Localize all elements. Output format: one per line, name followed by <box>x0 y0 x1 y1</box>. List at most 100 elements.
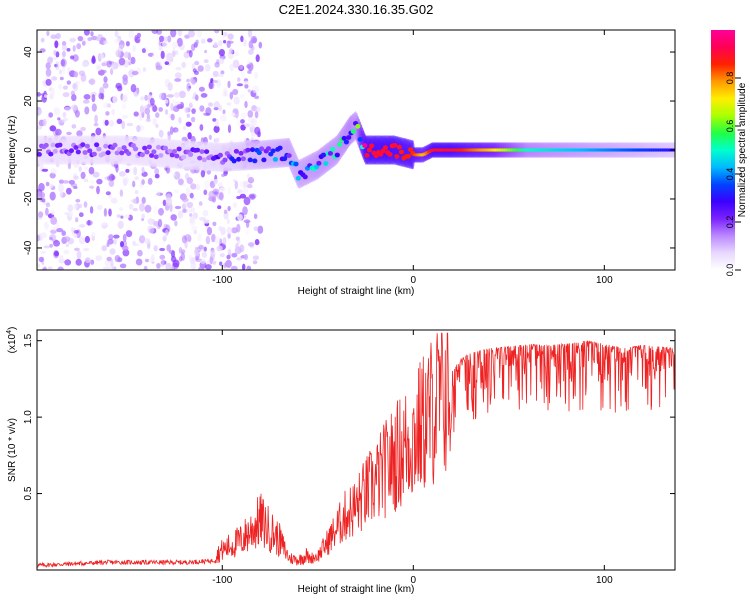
snr-y-multiplier-close: ) <box>7 327 18 330</box>
noise-blob <box>49 236 53 241</box>
noise-blob <box>144 94 148 101</box>
spectral-peak <box>320 152 327 158</box>
noise-blob <box>147 177 153 185</box>
noise-blob <box>69 55 75 60</box>
noise-blob <box>98 92 104 100</box>
spectral-peak <box>396 144 402 150</box>
spectrogram-y-tick-label: -20 <box>23 191 34 206</box>
noise-blob <box>157 219 163 228</box>
noise-blob <box>49 172 56 179</box>
spectrogram-y-tick-label: 40 <box>23 46 34 58</box>
noise-blob <box>159 254 166 260</box>
noise-blob <box>47 56 53 64</box>
noise-blob <box>247 176 255 184</box>
noise-blob <box>133 111 139 117</box>
noise-blob <box>197 233 202 242</box>
spectral-peak <box>52 148 58 154</box>
noise-blob <box>124 51 130 59</box>
noise-blob <box>95 255 103 261</box>
noise-blob <box>253 213 258 220</box>
noise-blob <box>96 185 100 195</box>
spectrogram-x-tick-label: 100 <box>596 275 613 286</box>
noise-blob <box>61 65 66 74</box>
noise-blob <box>122 74 128 81</box>
spectral-peak <box>188 152 194 157</box>
noise-blob <box>128 203 134 210</box>
noise-blob <box>50 216 58 225</box>
noise-blob <box>170 266 175 270</box>
noise-blob <box>89 180 95 184</box>
spectral-peak <box>174 153 180 159</box>
noise-blob <box>141 179 145 185</box>
noise-blob <box>221 32 228 37</box>
spectral-peak <box>139 152 145 158</box>
noise-blob <box>208 81 215 90</box>
noise-blob <box>51 210 55 216</box>
noise-blob <box>186 201 193 209</box>
noise-blob <box>242 39 248 47</box>
noise-blob <box>195 39 199 45</box>
noise-blob <box>204 64 211 72</box>
noise-blob <box>130 84 137 93</box>
noise-blob <box>78 203 83 209</box>
noise-blob <box>87 37 92 41</box>
noise-blob <box>45 181 50 187</box>
noise-blob <box>194 60 200 66</box>
spectrogram-ticks: -100 0 100 -40 -20 0 20 40 <box>23 30 675 286</box>
noise-blob <box>239 93 246 99</box>
noise-blob <box>141 213 146 219</box>
noise-blob <box>165 262 172 270</box>
noise-blob <box>200 93 208 98</box>
noise-blob <box>101 62 107 67</box>
spectrogram-y-tick-label: 0 <box>23 147 34 153</box>
noise-blob <box>45 207 49 216</box>
noise-blob <box>158 207 164 216</box>
spectral-peak <box>293 161 299 167</box>
spectral-peak <box>302 174 308 180</box>
noise-blob <box>41 198 46 203</box>
noise-blob <box>167 82 173 91</box>
noise-blob <box>254 95 260 100</box>
noise-blob <box>91 103 97 112</box>
noise-blob <box>69 37 76 43</box>
noise-blob <box>147 52 154 57</box>
spectral-peak <box>181 154 187 160</box>
noise-blob <box>116 214 121 218</box>
noise-blob <box>249 194 256 200</box>
noise-blob <box>191 108 196 114</box>
noise-blob <box>70 183 78 188</box>
noise-blob <box>122 233 127 243</box>
noise-blob <box>109 248 116 255</box>
noise-blob <box>243 196 251 206</box>
noise-blob <box>186 82 191 92</box>
noise-blob <box>194 70 199 76</box>
noise-blob <box>228 48 234 55</box>
noise-blob <box>171 50 176 58</box>
spectral-peak <box>105 150 111 156</box>
noise-blob <box>37 125 43 130</box>
spectral-peak <box>80 142 86 148</box>
noise-blob <box>254 71 259 80</box>
noise-blob <box>62 111 67 118</box>
noise-blob <box>117 220 124 229</box>
noise-blob <box>90 231 96 241</box>
spectral-peak <box>149 153 155 158</box>
noise-blob <box>58 83 63 90</box>
noise-blob <box>162 39 168 48</box>
noise-blob <box>213 42 218 48</box>
noise-blob <box>103 40 109 45</box>
noise-blob <box>250 133 256 137</box>
noise-blob <box>175 66 182 71</box>
noise-blob <box>174 78 182 82</box>
noise-blob <box>176 104 184 109</box>
noise-blob <box>151 30 159 34</box>
noise-blob <box>227 187 231 195</box>
spectrogram-marks <box>37 30 675 270</box>
spectral-peak <box>155 144 162 150</box>
spectral-peak <box>330 146 336 152</box>
noise-blob <box>61 41 67 46</box>
noise-blob <box>97 34 103 39</box>
noise-blob <box>246 183 253 189</box>
noise-blob <box>65 243 69 248</box>
noise-blob <box>242 186 249 194</box>
